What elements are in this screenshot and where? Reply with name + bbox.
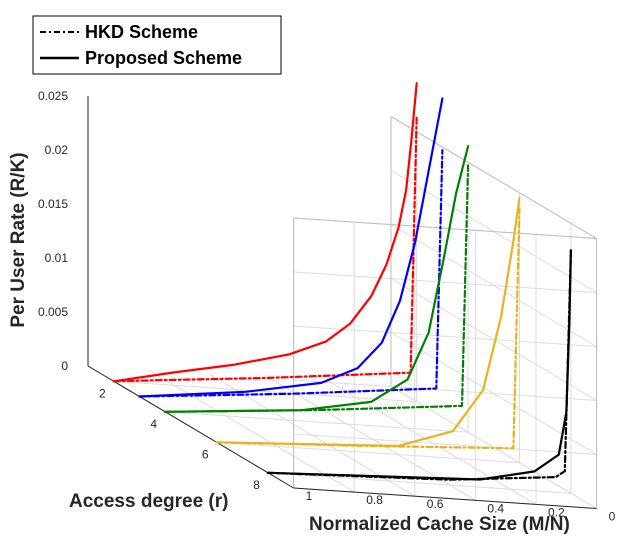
- legend-label-hkd: HKD Scheme: [85, 22, 198, 42]
- hkd-scheme-line-r6: [215, 207, 521, 450]
- x-tick-label: 0.4: [487, 501, 504, 515]
- z-axis-title: Per User Rate (R/K): [8, 152, 29, 327]
- legend: HKD Scheme Proposed Scheme: [32, 15, 282, 75]
- y-tick-label: 6: [202, 447, 209, 461]
- floor-gridline-y: [216, 441, 520, 464]
- x-tick-label: 0.6: [427, 497, 444, 511]
- grid-lines: [87, 116, 598, 509]
- floor-gridline-y: [165, 411, 469, 433]
- y-axis-line: [87, 365, 294, 489]
- legend-box: [32, 15, 282, 75]
- z-tick-label: 0.02: [45, 143, 69, 157]
- z-tick-label: 0.005: [38, 305, 68, 319]
- x-axis-line: [293, 487, 597, 509]
- sidewall-gridline-z: [293, 379, 597, 401]
- sidewall-gridline-z: [293, 433, 597, 455]
- y-tick-label: 2: [99, 386, 106, 400]
- series-group: [112, 82, 573, 481]
- hkd-scheme-line-r3: [138, 149, 444, 398]
- floor-gridline-y: [113, 380, 417, 403]
- tick-labels: 0 0.005 0.01 0.015 0.02 0.025 2 4 6 8 0 0.2 0.4 0.6 0.…: [38, 89, 616, 524]
- x-axis-title: Normalized Cache Size (M/N): [309, 514, 570, 535]
- sidewall-gridline-z: [293, 271, 597, 293]
- y-axis-title: Access degree (r): [69, 491, 228, 512]
- floor-gridline-x: [148, 369, 355, 493]
- box-edge-side-top: [293, 217, 597, 239]
- floor-gridline-y: [267, 472, 571, 494]
- proposed-scheme-line-r3: [138, 97, 444, 398]
- proposed-scheme-line-r4: [164, 145, 470, 413]
- x-tick-label: 1: [306, 489, 313, 503]
- x-tick-label: 0.2: [548, 505, 565, 519]
- proposed-scheme-line-r2: [112, 82, 418, 383]
- axis-lines: [87, 96, 598, 509]
- y-tick-label: 4: [150, 417, 157, 431]
- z-tick-label: 0.015: [38, 197, 68, 211]
- hkd-scheme-line-r2: [112, 114, 418, 383]
- z-tick-label: 0.01: [45, 251, 69, 265]
- sidewall-gridline-z: [293, 325, 597, 347]
- x-tick-label: 0.8: [366, 493, 383, 507]
- proposed-scheme-line-r6: [215, 197, 521, 447]
- z-tick-label: 0: [61, 359, 68, 373]
- box-edge-back-top: [390, 116, 597, 239]
- legend-label-proposed: Proposed Scheme: [85, 48, 242, 68]
- proposed-scheme-line-r8: [266, 249, 573, 481]
- y-tick-label: 8: [253, 478, 260, 492]
- x-tick-label: 0: [609, 510, 616, 524]
- z-tick-label: 0.025: [38, 89, 68, 103]
